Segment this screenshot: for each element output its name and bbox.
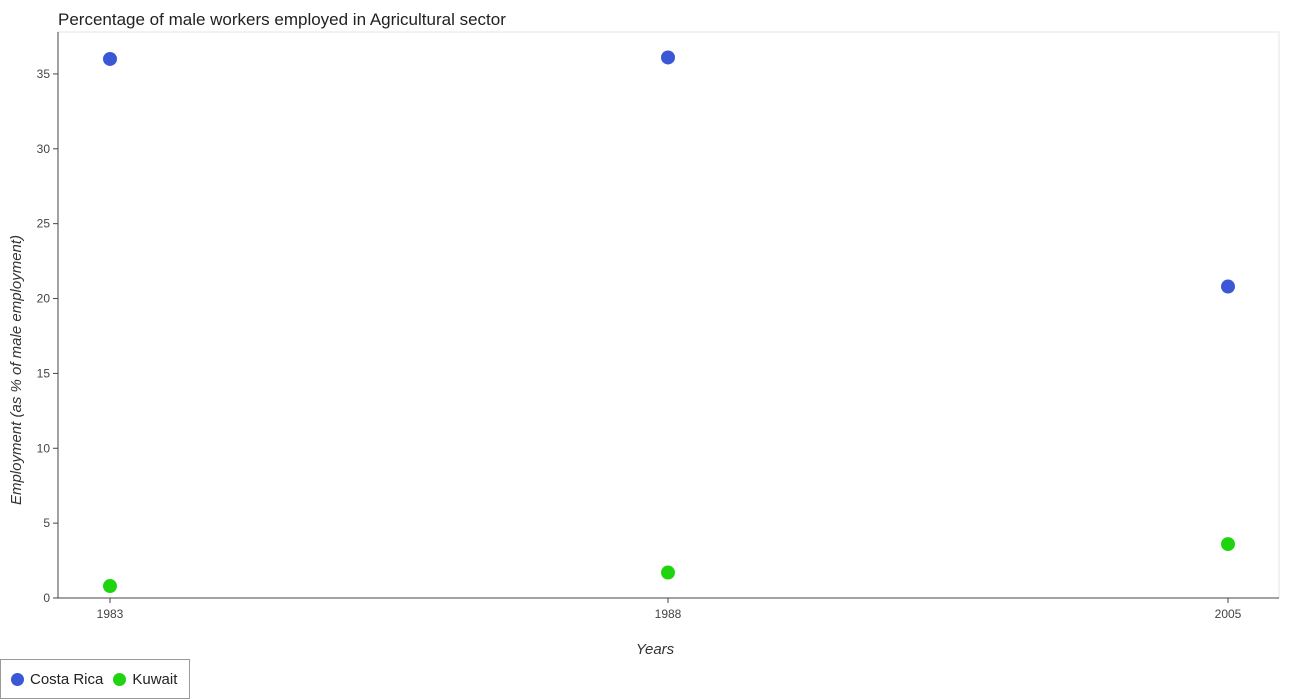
y-tick-label: 20 [37, 292, 51, 306]
x-axis: 1983 1988 2005 [97, 598, 1242, 621]
data-points [103, 50, 1235, 594]
y-axis-label: Employment (as % of male employment) [8, 235, 25, 505]
legend-label-costa-rica: Costa Rica [30, 670, 104, 688]
y-tick-label: 35 [37, 67, 51, 81]
x-axis-label: Years [636, 641, 675, 658]
point-kuwait [103, 579, 117, 594]
legend-item-kuwait: Kuwait [113, 671, 177, 688]
y-tick-label: 30 [37, 142, 51, 156]
plot-frame [57, 31, 1280, 599]
y-tick-label: 10 [37, 441, 51, 455]
legend: Costa Rica Kuwait [0, 659, 190, 699]
x-tick-label: 2005 [1215, 607, 1242, 621]
y-tick-label: 5 [43, 516, 50, 530]
point-costa-rica [1221, 279, 1235, 294]
y-tick-label: 25 [37, 217, 51, 231]
point-kuwait [1221, 537, 1235, 552]
point-kuwait [661, 565, 675, 580]
y-axis: 0 5 10 15 20 25 30 35 [37, 67, 58, 605]
x-tick-label: 1988 [655, 607, 682, 621]
point-costa-rica [661, 50, 675, 65]
y-tick-label: 15 [37, 366, 51, 380]
y-tick-label: 0 [43, 591, 50, 605]
legend-label-kuwait: Kuwait [132, 670, 178, 688]
x-tick-label: 1983 [97, 607, 124, 621]
legend-marker-kuwait [113, 672, 127, 686]
point-costa-rica [103, 51, 117, 66]
legend-item-costa-rica: Costa Rica [11, 671, 103, 688]
plot-border [57, 31, 1280, 599]
chart-title: Percentage of male workers employed in A… [58, 10, 506, 29]
legend-marker-costa-rica [11, 672, 24, 686]
